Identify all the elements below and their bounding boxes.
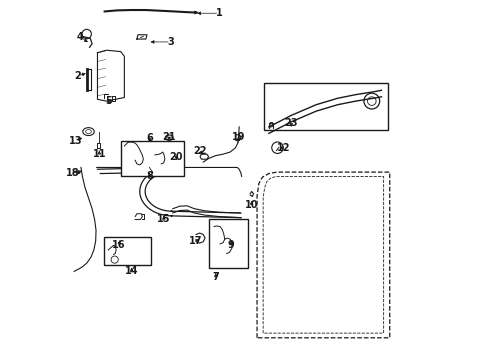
Text: 17: 17 (189, 236, 203, 246)
Text: 20: 20 (169, 152, 183, 162)
Bar (104, 237, 151, 265)
Text: 5: 5 (104, 96, 111, 106)
Text: 19: 19 (232, 132, 245, 142)
Text: 7: 7 (212, 272, 219, 282)
Text: 22: 22 (193, 146, 206, 156)
Text: 13: 13 (68, 136, 82, 145)
Text: 2: 2 (74, 71, 81, 81)
Text: 11: 11 (92, 149, 106, 159)
Text: 10: 10 (244, 200, 258, 210)
Bar (264, 83, 387, 130)
Text: 8: 8 (146, 171, 153, 181)
Bar (208, 220, 247, 268)
Text: 15: 15 (157, 215, 170, 224)
Text: 4: 4 (76, 32, 83, 41)
Text: 14: 14 (124, 266, 138, 276)
Text: 6: 6 (146, 133, 153, 143)
Text: 16: 16 (112, 239, 125, 249)
Text: 1: 1 (216, 8, 223, 18)
Text: 9: 9 (227, 239, 234, 249)
Text: 3: 3 (167, 37, 174, 47)
Bar (121, 140, 183, 176)
Text: 18: 18 (66, 168, 80, 178)
Text: 12: 12 (277, 143, 290, 153)
Text: 21: 21 (162, 132, 176, 142)
Text: 23: 23 (284, 118, 297, 128)
